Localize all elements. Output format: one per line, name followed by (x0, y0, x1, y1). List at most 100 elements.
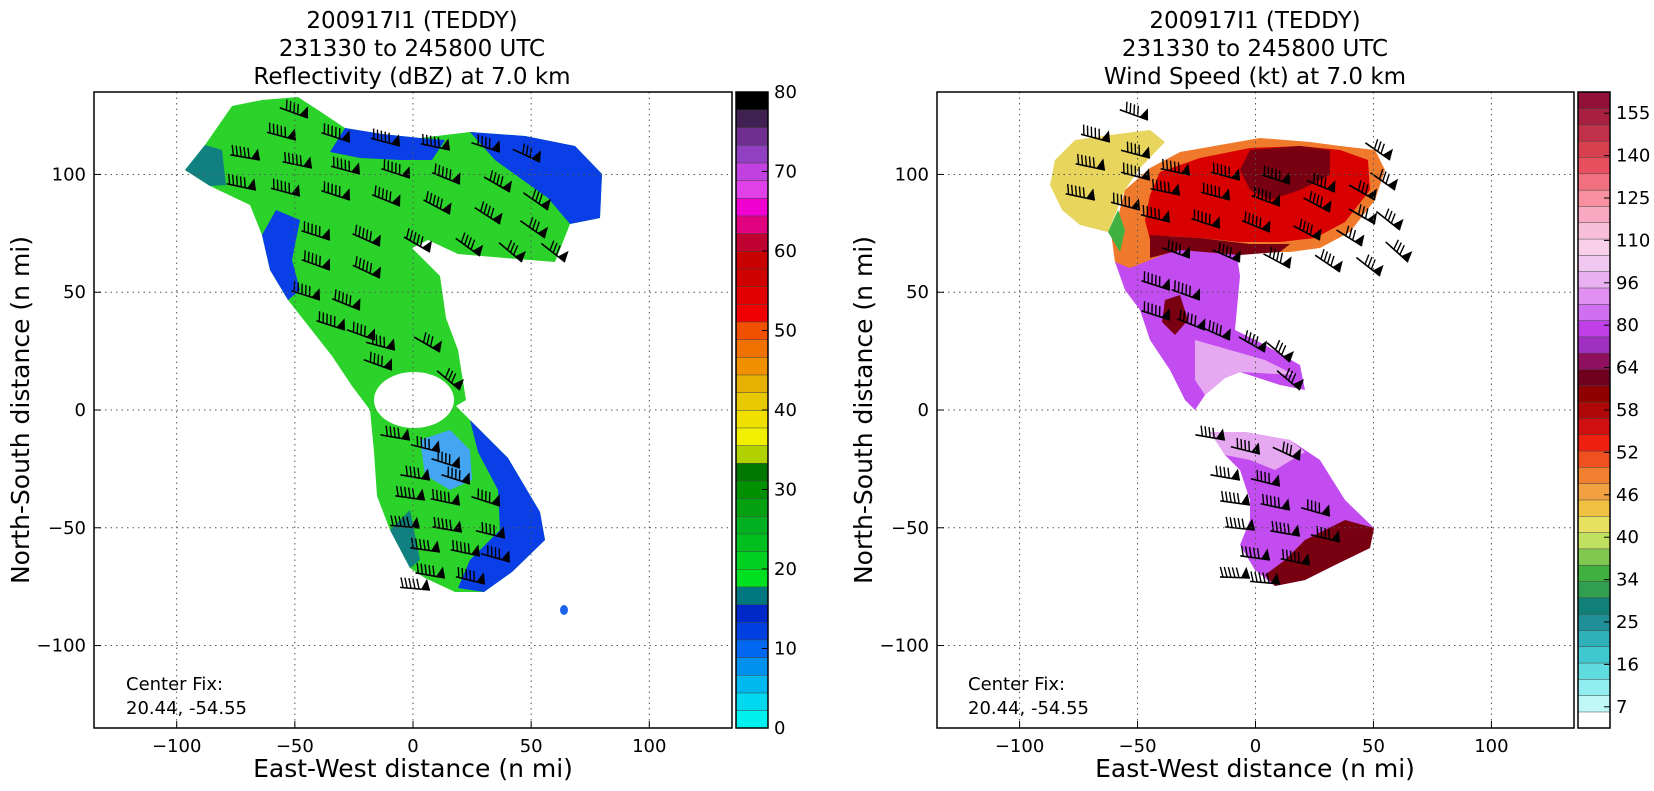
colorbar-tick-label: 40 (1616, 527, 1639, 548)
wind-barb (1140, 205, 1171, 223)
colorbar-segment (1577, 271, 1611, 289)
wind-barb (522, 188, 552, 211)
y-axis-ticks: −100 −50 0 50 100 (880, 164, 944, 657)
wind-barb (331, 289, 361, 311)
x-tick-label: −100 (152, 736, 201, 757)
colorbar-tick-label: 110 (1616, 230, 1650, 251)
center-fix-label: Center Fix: (968, 674, 1065, 695)
wind-barb (1176, 309, 1206, 331)
wind-barb (1300, 499, 1331, 517)
wind-barb (415, 562, 446, 579)
colorbar-segment (735, 533, 769, 552)
wind-barb (370, 128, 401, 147)
wind-barb (301, 221, 331, 241)
wind-barb (1161, 239, 1191, 259)
wind-barb (1369, 168, 1399, 191)
wind-barb (423, 190, 452, 215)
wind-barb (1225, 516, 1256, 531)
y-tick-label: 50 (63, 282, 86, 303)
wind-barb (321, 123, 351, 143)
wind-barb (381, 159, 411, 179)
windspeed-green-edge (1108, 210, 1125, 252)
colorbar-tick-label: 60 (774, 241, 797, 262)
wind-barb (1200, 182, 1231, 201)
grid (94, 92, 732, 728)
wind-barb (1314, 248, 1343, 273)
chart-title-line-1: 200917I1 (TEDDY) (306, 8, 517, 34)
colorbar-segment (1577, 580, 1611, 599)
y-tick-label: 100 (52, 164, 86, 185)
colorbar-segment (1577, 205, 1611, 224)
wind-barb (455, 567, 486, 585)
colorbar-tick-label: 64 (1616, 358, 1639, 379)
wind-barb (266, 122, 297, 141)
wind-barb (540, 240, 569, 263)
colorbar-segment (735, 374, 769, 393)
wind-barb (1293, 218, 1322, 241)
wind-barb (321, 181, 351, 201)
wind-barb (498, 239, 527, 263)
wind-barb (1241, 211, 1271, 233)
wind-barb (1080, 124, 1111, 143)
colorbar-segment (735, 339, 769, 358)
windspeed-darkred-west (1162, 295, 1188, 335)
colorbar-segment (1577, 385, 1611, 403)
wind-barb (410, 537, 441, 553)
x-tick-label: 50 (520, 736, 543, 757)
wind-barb (1348, 180, 1378, 201)
wind-barb (330, 156, 361, 175)
colorbar-tick-label: 30 (774, 480, 797, 501)
colorbar-tick-label: 16 (1616, 654, 1639, 675)
colorbar-ticks: 0 10 20 30 40 50 60 70 80 (762, 82, 797, 739)
wind-barb (400, 577, 431, 591)
colorbar-segment (1577, 173, 1611, 191)
chart-title-line-3: Wind Speed (kt) at 7.0 km (1104, 64, 1406, 90)
wind-barb (413, 332, 443, 353)
colorbar-segment (735, 127, 769, 146)
y-axis-label: North-South distance (n mi) (6, 236, 35, 584)
colorbar-segment (1577, 434, 1611, 452)
wind-barb (441, 466, 471, 485)
wind-barb (1250, 571, 1281, 585)
colorbar-segment (735, 409, 769, 429)
x-axis-ticks: −100 −50 0 50 100 (995, 721, 1509, 757)
isolated-echo (560, 605, 568, 615)
wind-barb (475, 521, 506, 539)
wind-barb (1210, 162, 1241, 181)
colorbar-segment (735, 710, 769, 729)
colorbar-segment (735, 692, 769, 711)
wind-barb (1141, 301, 1171, 321)
wind-barb (230, 144, 261, 161)
y-tick-label: −100 (880, 636, 929, 657)
x-tick-label: −50 (276, 736, 314, 757)
y-axis-ticks: −100 −50 0 50 100 (37, 164, 101, 657)
wind-barb (270, 178, 301, 197)
wind-barb (352, 224, 381, 247)
wind-barb (1263, 246, 1292, 269)
windspeed-yellow-band (1050, 130, 1165, 232)
colorbar-tick-label: 58 (1616, 400, 1639, 421)
wind-barb (436, 367, 465, 391)
wind-barb (1171, 280, 1201, 301)
wind-barb (226, 173, 257, 191)
x-tick-label: 100 (632, 736, 666, 757)
colorbar-segment (735, 604, 769, 623)
colorbar-tick-label: 70 (774, 162, 797, 183)
center-fix-value: 20.44, -54.55 (126, 698, 247, 719)
eye (374, 372, 454, 428)
chart-title-line-2: 231330 to 245800 UTC (279, 36, 545, 62)
wind-barb (1119, 101, 1149, 121)
colorbar-segment (1577, 287, 1611, 305)
wind-speed-panel: 200917I1 (TEDDY) 231330 to 245800 UTC Wi… (849, 8, 1650, 783)
wind-barbs (1065, 101, 1413, 585)
wind-barb (1303, 190, 1332, 213)
wind-barb (1270, 520, 1301, 537)
colorbar-ticks: 7 16 25 34 40 46 52 58 64 80 96 110 125 140 155 (1604, 103, 1650, 718)
wind-barb (371, 185, 401, 207)
wind-barb (1212, 242, 1241, 263)
colorbar-tick-label: 34 (1616, 570, 1639, 591)
colorbar-tick-label: 46 (1616, 485, 1639, 506)
wind-barb (1238, 330, 1268, 353)
colorbar-segment (1577, 483, 1611, 501)
